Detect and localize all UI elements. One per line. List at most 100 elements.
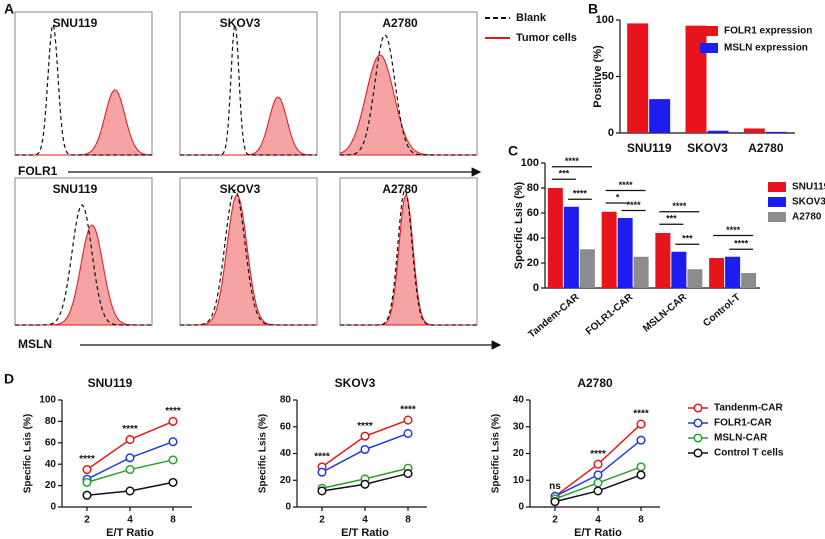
point — [168, 437, 178, 447]
panel-label: C — [508, 143, 518, 159]
x-tick-label: 2 — [552, 515, 558, 526]
blank-histogram — [180, 24, 317, 156]
subplot-title: SKOV3 — [335, 376, 376, 390]
legend-label: SKOV3 — [792, 197, 825, 208]
blank-histogram — [180, 189, 317, 326]
x-tick-label: 2 — [84, 515, 90, 526]
bar — [617, 218, 633, 288]
significance-label: **** — [122, 424, 138, 435]
legend-label: Tandenm-CAR — [714, 403, 783, 414]
legend-marker — [693, 418, 703, 428]
bar — [765, 131, 787, 133]
point — [593, 478, 603, 488]
subplot-title: SNU119 — [88, 376, 133, 390]
y-tick-label: 0 — [608, 127, 614, 139]
x-tick-label: SNU119 — [627, 141, 672, 155]
legend-swatch — [768, 182, 786, 192]
y-tick-label: 100 — [521, 157, 539, 169]
panel-label: D — [4, 371, 14, 387]
blank-histogram — [340, 34, 477, 156]
histogram-title: SNU119 — [53, 16, 98, 30]
legend-marker — [693, 433, 703, 443]
bar — [633, 256, 649, 288]
histogram-frame — [14, 11, 153, 156]
y-tick-label: 40 — [280, 448, 292, 459]
significance-label: * — [616, 192, 620, 202]
blank-histogram — [15, 23, 152, 156]
histogram-title: SNU119 — [53, 182, 98, 196]
legend-swatch — [768, 197, 786, 207]
legend-label: Blank — [516, 12, 547, 24]
y-tick-label: 20 — [45, 480, 57, 491]
x-tick-label: 4 — [595, 515, 601, 526]
bar — [655, 233, 671, 288]
y-axis-label: Specific Lsis (%) — [23, 414, 34, 493]
point — [360, 444, 370, 455]
legend-label: MSLN-CAR — [714, 433, 768, 444]
significance-label: **** — [734, 239, 749, 249]
legend-marker — [693, 448, 703, 458]
y-tick-label: 20 — [513, 448, 525, 459]
x-axis-label: E/T Ratio — [106, 527, 154, 539]
x-tick-label: 8 — [405, 515, 411, 526]
y-tick-label: 60 — [280, 421, 292, 432]
x-tick-label: 8 — [638, 515, 644, 526]
legend-label: Control T cells — [714, 448, 784, 459]
y-tick-label: 40 — [45, 459, 57, 470]
significance-label: **** — [672, 201, 687, 211]
significance-label: **** — [627, 200, 642, 210]
point — [317, 486, 327, 496]
x-tick-label: 8 — [170, 515, 176, 526]
significance-label: *** — [666, 214, 677, 224]
significance-label: **** — [565, 156, 580, 166]
point — [360, 431, 370, 441]
panel-label: B — [588, 1, 598, 17]
blank-histogram — [15, 204, 152, 326]
point — [593, 459, 603, 469]
y-tick-label: 80 — [527, 182, 539, 194]
y-tick-label: 10 — [513, 475, 525, 486]
bar — [741, 273, 757, 288]
y-tick-label: 40 — [527, 232, 539, 244]
bar — [563, 206, 579, 288]
bar — [671, 251, 687, 288]
legend-label: SNU119 — [792, 182, 825, 193]
legend-swatch — [700, 43, 718, 53]
y-tick-label: 40 — [513, 395, 525, 406]
significance-label: **** — [590, 449, 606, 460]
legend-label: FOLR1-CAR — [714, 418, 773, 429]
point — [82, 490, 92, 500]
point — [403, 428, 413, 438]
histogram-title: SKOV3 — [220, 182, 261, 196]
bar — [687, 269, 703, 288]
x-tick-label: FOLR1-CAR — [584, 291, 636, 337]
bar — [579, 249, 595, 288]
legend-marker — [693, 403, 703, 413]
tumor-histogram — [340, 194, 477, 326]
point — [125, 435, 135, 445]
y-tick-label: 0 — [50, 502, 56, 513]
significance-label: *** — [682, 234, 693, 244]
significance-label: *** — [559, 169, 570, 179]
y-axis-label: Specific Lsis (%) — [491, 414, 502, 493]
blank-histogram — [340, 188, 477, 326]
x-tick-label: Control-T — [701, 292, 743, 329]
x-tick-label: MSLN-CAR — [641, 291, 690, 334]
tumor-histogram — [15, 89, 153, 156]
x-tick-label: SKOV3 — [687, 141, 728, 155]
tumor-histogram — [339, 54, 477, 156]
point — [168, 477, 178, 487]
x-axis-label: E/T Ratio — [574, 527, 622, 539]
legend-label: MSLN expression — [724, 43, 808, 54]
point — [403, 469, 413, 479]
y-tick-label: 0 — [518, 502, 524, 513]
significance-label: **** — [400, 405, 416, 416]
histogram-title: SKOV3 — [220, 16, 261, 30]
y-tick-label: 50 — [602, 70, 614, 82]
point — [317, 467, 327, 477]
y-axis-label: Specific Lsis (%) — [258, 414, 269, 493]
bar — [709, 258, 725, 288]
point — [636, 470, 646, 480]
point — [125, 465, 135, 475]
